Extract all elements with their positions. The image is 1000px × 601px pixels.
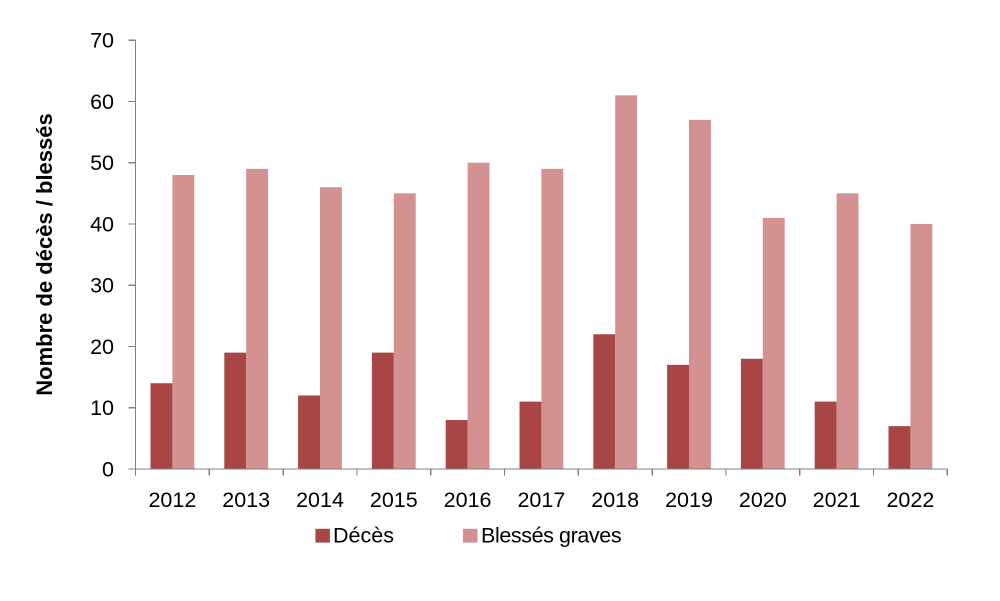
- svg-text:2019: 2019: [665, 488, 713, 512]
- svg-text:2012: 2012: [148, 488, 196, 512]
- svg-text:30: 30: [90, 274, 114, 298]
- svg-text:50: 50: [90, 151, 114, 175]
- svg-text:60: 60: [90, 90, 114, 114]
- svg-text:2014: 2014: [296, 488, 344, 512]
- svg-text:Blessés graves: Blessés graves: [481, 524, 621, 548]
- svg-text:40: 40: [90, 212, 114, 236]
- svg-text:70: 70: [90, 29, 114, 53]
- svg-text:2016: 2016: [444, 488, 492, 512]
- svg-text:Nombre de décès / blessés: Nombre de décès / blessés: [32, 113, 57, 395]
- svg-text:2020: 2020: [739, 488, 787, 512]
- svg-text:2021: 2021: [813, 488, 861, 512]
- svg-text:2018: 2018: [591, 488, 639, 512]
- svg-text:20: 20: [90, 335, 114, 359]
- svg-text:2015: 2015: [370, 488, 418, 512]
- svg-text:Décès: Décès: [333, 524, 394, 548]
- svg-text:2013: 2013: [222, 488, 270, 512]
- svg-text:0: 0: [102, 457, 114, 481]
- svg-text:2017: 2017: [517, 488, 565, 512]
- svg-text:10: 10: [90, 396, 114, 420]
- svg-text:2022: 2022: [886, 488, 934, 512]
